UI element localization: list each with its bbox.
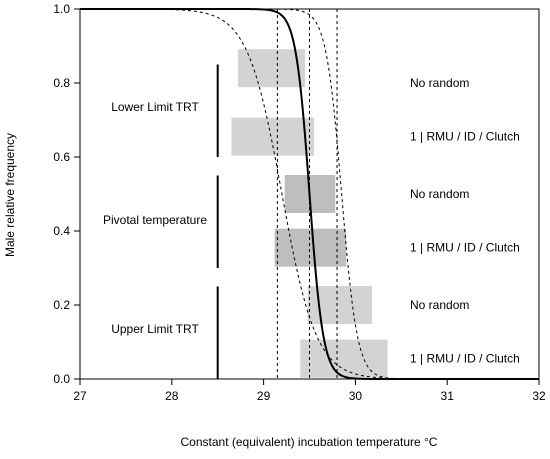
x-axis-title: Constant (equivalent) incubation tempera…: [181, 435, 438, 449]
x-tick-label-1: 27: [73, 389, 87, 403]
y-axis-title: Male relative frequency: [3, 133, 17, 257]
y-tick-label-1: 0.0: [53, 372, 70, 386]
curve-dashed-3: [80, 8, 539, 380]
y-tick-label-5: 0.8: [53, 76, 70, 90]
group-label-1: Lower Limit TRT: [111, 100, 199, 114]
model-label-1: No random: [410, 76, 469, 90]
group-label-2: Pivotal temperature: [103, 213, 207, 227]
x-tick-label-6: 32: [532, 389, 546, 403]
plot-frame: [79, 8, 540, 380]
interval-box-1: [237, 49, 305, 88]
model-label-3: No random: [410, 187, 469, 201]
model-label-6: 1 | RMU / ID / Clutch: [410, 352, 520, 366]
y-tick-label-6: 1.0: [53, 2, 70, 16]
group-label-3: Upper Limit TRT: [111, 322, 199, 336]
x-tick-label-5: 31: [441, 389, 455, 403]
curve-dashed-2: [80, 8, 539, 380]
x-tick-label-4: 30: [349, 389, 363, 403]
model-label-4: 1 | RMU / ID / Clutch: [410, 241, 520, 255]
x-tick-label-3: 29: [257, 389, 271, 403]
y-tick-label-3: 0.4: [53, 224, 70, 238]
interval-box-6: [300, 339, 388, 378]
interval-box-4: [274, 228, 347, 267]
model-label-2: 1 | RMU / ID / Clutch: [410, 130, 520, 144]
y-tick-label-2: 0.2: [53, 298, 70, 312]
x-tick-label-2: 28: [165, 389, 179, 403]
model-label-5: No random: [410, 298, 469, 312]
annotations: Lower Limit TRT Pivotal temperature Upper …: [103, 64, 520, 379]
axes: 27 28 29 30 31 32 0.0 0.2 0.4 0.6 0.8 1.0: [53, 2, 546, 403]
y-tick-label-4: 0.6: [53, 150, 70, 164]
interval-box-2: [231, 117, 315, 156]
